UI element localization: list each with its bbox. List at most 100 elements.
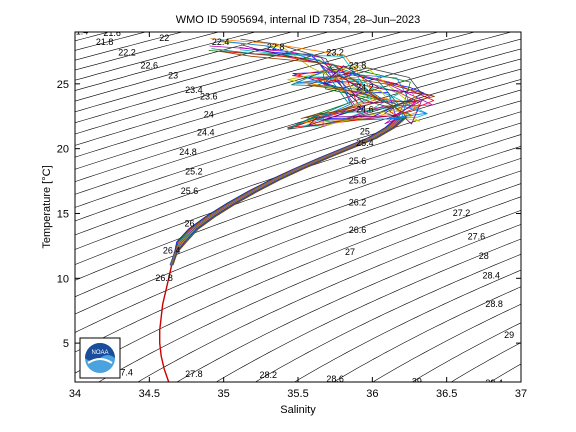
density-contour-label: 26 — [184, 218, 194, 228]
density-contour-line — [75, 32, 294, 91]
density-contour-label: 27.4 — [115, 368, 133, 378]
density-contour-label: 27 — [345, 247, 355, 257]
density-contour-label: 27.8 — [185, 369, 203, 379]
density-contour-label: 23.4 — [185, 85, 203, 95]
x-tick-label: 35.5 — [287, 388, 308, 400]
density-contour-label: 21.8 — [96, 37, 114, 47]
density-contour-label: 29 — [412, 377, 422, 387]
density-contour-label: 22 — [159, 33, 169, 43]
density-contour-line — [294, 269, 521, 382]
density-contour-line — [75, 100, 521, 250]
density-contour-label: 26.2 — [349, 198, 367, 208]
density-contour-label: 25.4 — [356, 138, 374, 148]
y-tick-label: 25 — [57, 79, 69, 91]
density-contour-label: 28.2 — [260, 370, 278, 380]
profile-line — [171, 38, 420, 266]
x-tick-label: 34.5 — [139, 388, 160, 400]
density-contour-line — [137, 209, 521, 382]
density-contour-label: 24.8 — [179, 147, 197, 157]
density-contour-label: 22.4 — [212, 37, 230, 47]
density-contour-label: 25.2 — [185, 167, 203, 177]
profile-line — [170, 45, 434, 266]
density-contour-line — [176, 224, 521, 382]
density-contour-line — [75, 58, 521, 195]
density-contour-line — [411, 322, 521, 382]
density-contour-label: 25.6 — [181, 186, 199, 196]
density-contour-label: 24.6 — [356, 104, 374, 114]
profile-line — [171, 40, 427, 266]
x-axis-label: Salinity — [280, 404, 316, 416]
density-contour-line — [75, 170, 521, 353]
density-contour-label: 29.4 — [485, 378, 503, 388]
profile-line — [172, 44, 432, 266]
density-contour-label: 21.4 — [71, 27, 89, 37]
density-contour-line — [75, 32, 440, 135]
density-contour-line — [75, 145, 521, 315]
density-contour-label: 25.8 — [349, 176, 367, 186]
density-contour-label: 24 — [204, 110, 214, 120]
x-tick-label: 37 — [515, 388, 527, 400]
density-contour-label: 22.6 — [141, 60, 159, 70]
density-contour-line — [75, 48, 521, 182]
density-contour-line — [75, 68, 521, 208]
profile-line — [172, 50, 435, 266]
density-contour-label: 25 — [360, 126, 370, 136]
density-contour-label: 23.6 — [200, 91, 218, 101]
density-contour-line — [75, 32, 330, 102]
density-contour-label: 29 — [504, 330, 514, 340]
density-contour-labels: 21.4 21.621.8 22 22.2 22.4 22.6 22.8 23 23.2 23.4… — [71, 27, 514, 388]
density-contour-label: 23.2 — [326, 47, 344, 57]
chart-title: WMO ID 5905694, internal ID 7354, 28–Jun… — [176, 14, 421, 26]
density-contour-line — [75, 122, 521, 281]
density-contour-line — [215, 238, 521, 382]
x-tick-label: 35 — [218, 388, 230, 400]
density-contour-line — [75, 32, 367, 113]
density-contour-line — [333, 286, 521, 382]
profile-line — [171, 38, 423, 266]
x-axis: 34 34.5 35 35.5 36 36.5 37 — [69, 32, 527, 400]
profile-lines — [159, 38, 435, 382]
density-contour-label: 28.6 — [326, 374, 344, 384]
noaa-logo: NOAA — [79, 337, 121, 379]
density-contour-line — [75, 32, 403, 124]
y-axis: 5 10 15 20 25 — [57, 79, 521, 350]
density-contour-label: 28 — [479, 251, 489, 261]
density-contour-label: 23.8 — [349, 60, 367, 70]
density-contour-label: 22.8 — [267, 42, 285, 52]
density-contour-label: 24.2 — [356, 82, 374, 92]
density-contour-label: 25.6 — [349, 156, 367, 166]
density-contour-line — [75, 89, 521, 236]
density-contour-label: 21.6 — [103, 28, 121, 38]
density-contour-line — [372, 303, 521, 382]
density-contour-label: 22.2 — [118, 47, 136, 57]
density-contour-line — [75, 32, 476, 146]
x-tick-label: 36.5 — [436, 388, 457, 400]
y-tick-label: 20 — [57, 144, 69, 156]
density-contour-label: 27.2 — [453, 208, 471, 218]
density-contour-label: 26.8 — [155, 273, 173, 283]
y-tick-label: 5 — [63, 338, 69, 350]
x-tick-label: 36 — [366, 388, 378, 400]
density-contour-label: 26.4 — [163, 246, 181, 256]
profile-line — [172, 48, 406, 266]
profile-line — [171, 41, 421, 266]
y-axis-label: Temperature [°C] — [41, 165, 53, 248]
y-tick-label: 10 — [57, 273, 69, 285]
profile-deep-line — [159, 265, 173, 382]
density-contour-label: 28.8 — [485, 299, 503, 309]
density-contour-label: 26.6 — [349, 225, 367, 235]
density-contour-label: 28.4 — [483, 270, 501, 280]
density-contour-line — [98, 196, 521, 382]
density-contour-label: 23 — [168, 71, 178, 81]
density-contour-line — [75, 158, 521, 333]
x-tick-label: 34 — [69, 388, 81, 400]
profile-line — [170, 51, 435, 266]
profile-line — [170, 49, 428, 266]
density-contour-line — [254, 253, 521, 382]
density-contour-line — [75, 134, 521, 298]
density-contour-line — [75, 183, 521, 374]
density-contour-label: 27.6 — [468, 231, 486, 241]
density-contour-label: 24.4 — [197, 128, 215, 138]
noaa-logo-text: NOAA — [91, 350, 108, 356]
